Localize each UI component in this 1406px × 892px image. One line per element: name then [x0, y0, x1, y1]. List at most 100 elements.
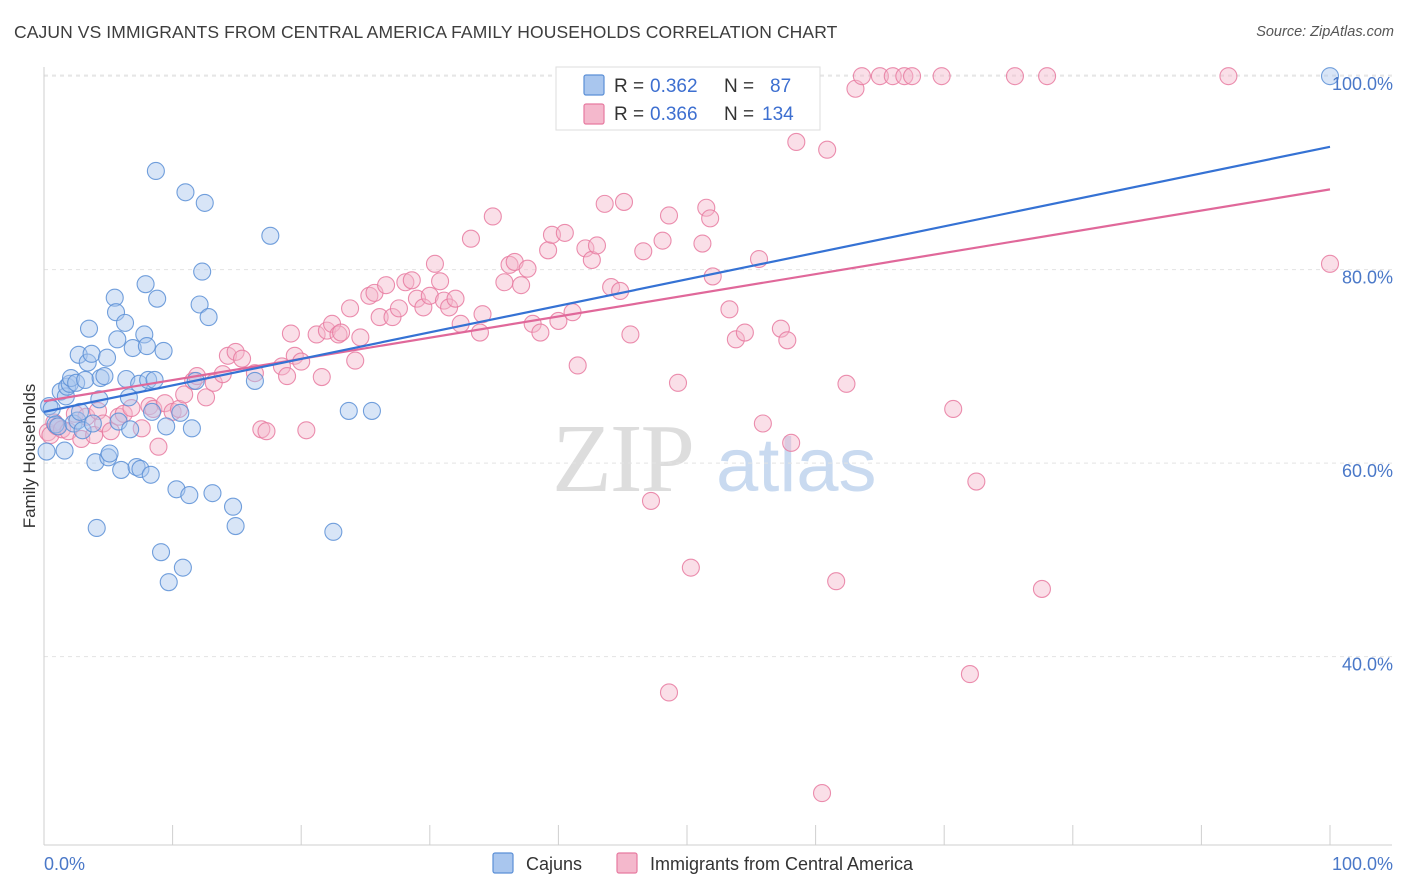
- immigrants-point: [595, 194, 614, 213]
- immigrants-point: [1005, 67, 1024, 86]
- immigrants-point: [109, 407, 128, 426]
- immigrants-point: [402, 271, 421, 290]
- immigrants-point: [495, 273, 514, 292]
- immigrants-point: [38, 423, 57, 442]
- cajuns-point: [173, 558, 192, 577]
- immigrants-point: [703, 267, 722, 286]
- y-tick-label: 40.0%: [1342, 655, 1393, 675]
- immigrants-point: [500, 255, 519, 274]
- immigrants-point: [1032, 579, 1051, 598]
- immigrants-point: [512, 276, 531, 295]
- cajuns-point: [1320, 67, 1340, 86]
- immigrants-point: [461, 229, 481, 248]
- immigrants-point: [634, 242, 653, 261]
- cajuns-point: [203, 484, 222, 503]
- cajuns-point: [145, 370, 164, 390]
- immigrants-point: [895, 67, 914, 86]
- cajuns-point: [261, 226, 280, 245]
- immigrants-point: [414, 298, 433, 317]
- cajuns-point: [121, 420, 140, 439]
- cajuns-point: [339, 401, 358, 420]
- immigrants-point: [735, 323, 754, 342]
- legend-swatch-immigrants: [583, 103, 605, 125]
- cajuns-point: [83, 414, 102, 433]
- immigrants-point: [149, 437, 168, 456]
- cajuns-point: [78, 353, 97, 372]
- y-tick-label: 80.0%: [1342, 268, 1393, 288]
- cajuns-point: [324, 522, 343, 541]
- immigrants-point: [587, 236, 607, 255]
- cajuns-point: [135, 325, 154, 344]
- immigrants-point: [787, 132, 806, 152]
- immigrants-point: [396, 273, 415, 292]
- cajuns-point: [154, 341, 173, 360]
- cajuns-point: [151, 543, 171, 562]
- immigrants-point: [771, 319, 790, 338]
- x-tick-label: 100.0%: [1332, 854, 1393, 874]
- cajuns-point: [108, 330, 127, 349]
- immigrants-point: [726, 330, 745, 349]
- cajuns-point: [362, 401, 381, 420]
- immigrants-point: [377, 276, 396, 295]
- cajuns-point: [193, 262, 212, 281]
- immigrants-point: [641, 491, 661, 510]
- immigrants-point: [101, 422, 120, 441]
- cajuns-point: [157, 417, 176, 436]
- immigrants-point: [653, 231, 672, 250]
- cajuns-point: [105, 288, 124, 307]
- cajuns-point: [190, 295, 209, 314]
- bottom-legend-swatch-immigrants: [616, 852, 638, 874]
- cajuns-point: [82, 344, 101, 363]
- immigrants-point: [720, 300, 739, 319]
- watermark-zip: ZIP: [552, 405, 693, 513]
- immigrants-point: [852, 67, 871, 86]
- cajuns-point: [180, 486, 199, 505]
- bottom-legend-label-immigrants: Immigrants from Central America: [650, 854, 914, 874]
- immigrants-point: [1219, 67, 1238, 86]
- immigrants-point: [693, 234, 712, 253]
- immigrants-point: [312, 368, 331, 387]
- immigrants-point: [668, 373, 688, 392]
- top-legend: R = 0.362 N = 87 R = 0.366 N = 134: [555, 66, 821, 131]
- trend-lines: [43, 145, 1331, 413]
- cajuns-point: [245, 371, 264, 390]
- immigrants-point: [94, 414, 113, 433]
- cajuns-point: [95, 367, 114, 386]
- immigrants-point: [470, 323, 490, 342]
- immigrants-point: [332, 323, 351, 342]
- immigrants-point: [753, 414, 772, 433]
- immigrants-point: [518, 259, 537, 278]
- immigrants-point: [1320, 254, 1340, 273]
- cajuns-point: [226, 516, 245, 536]
- immigrants-point: [420, 286, 439, 305]
- cajuns-point: [136, 275, 155, 294]
- y-axis-title: Family Households: [20, 384, 39, 529]
- axes: [43, 67, 1392, 846]
- legend-n-label-immigrants: N =: [724, 104, 754, 125]
- immigrants-point: [257, 422, 276, 441]
- cajuns-point: [61, 368, 81, 388]
- immigrants-point: [782, 433, 801, 452]
- immigrants-point: [351, 328, 370, 347]
- cajuns-point: [182, 419, 201, 438]
- x-tick-label: 0.0%: [44, 854, 85, 874]
- immigrants-point: [870, 67, 889, 86]
- immigrants-point: [292, 352, 311, 371]
- legend-n-value-cajuns: 87: [770, 76, 791, 97]
- bottom-legend-label-cajuns: Cajuns: [526, 854, 582, 874]
- legend-r-label-cajuns: R =: [614, 76, 644, 97]
- y-tick-label: 60.0%: [1342, 461, 1393, 481]
- immigrants-point: [568, 356, 587, 375]
- immigrants-point: [483, 207, 502, 226]
- immigrants-point: [389, 299, 408, 318]
- immigrants-point: [555, 223, 574, 242]
- immigrants-point: [697, 198, 716, 217]
- cajuns-point: [148, 289, 167, 308]
- cajuns-point: [46, 415, 65, 434]
- cajuns-point: [142, 402, 162, 421]
- immigrants-point: [196, 388, 216, 407]
- cajuns-point: [55, 441, 74, 460]
- immigrants-point: [431, 272, 450, 291]
- immigrants-point: [902, 67, 922, 86]
